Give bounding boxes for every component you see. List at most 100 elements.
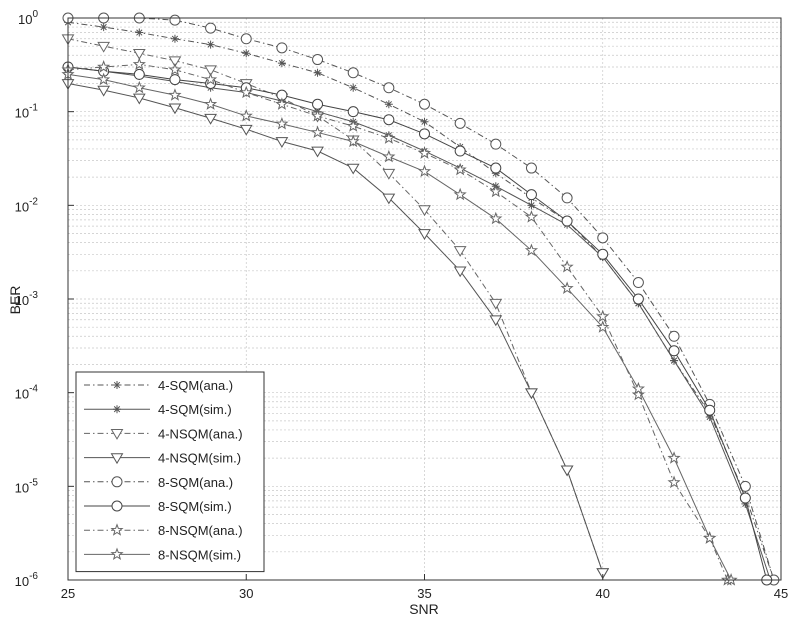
- data-point: [561, 215, 573, 227]
- data-point: [99, 23, 108, 32]
- legend-item: 8-NSQM(ana.): [84, 523, 243, 538]
- data-point: [631, 387, 645, 401]
- legend-marker: [110, 453, 124, 465]
- data-point: [703, 531, 717, 544]
- data-point: [489, 298, 503, 310]
- data-point: [168, 62, 182, 76]
- y-tick-label: 10-6: [15, 571, 39, 589]
- data-point: [239, 124, 253, 136]
- y-tick-label: 100: [18, 9, 38, 27]
- legend-item: 4-NSQM(ana.): [84, 426, 243, 441]
- data-point: [382, 131, 396, 144]
- data-point: [724, 573, 738, 586]
- data-point: [204, 72, 218, 86]
- legend-marker: [113, 405, 121, 414]
- data-point: [597, 232, 609, 244]
- data-point: [275, 137, 289, 149]
- data-point: [239, 85, 253, 99]
- data-point: [312, 98, 324, 110]
- legend-item: 4-NSQM(sim.): [84, 451, 241, 466]
- y-tick-label: 10-3: [15, 290, 39, 308]
- data-point: [419, 128, 430, 140]
- data-point: [313, 68, 322, 77]
- data-point: [276, 42, 288, 54]
- data-point: [170, 34, 179, 43]
- data-point: [311, 146, 324, 158]
- data-point: [631, 381, 645, 395]
- data-point: [168, 103, 182, 115]
- data-point: [132, 93, 146, 105]
- x-tick-label: 35: [417, 586, 431, 601]
- data-point: [704, 404, 716, 416]
- x-tick-label: 40: [596, 586, 610, 601]
- legend-box: [75, 371, 265, 573]
- data-point: [632, 277, 644, 289]
- data-point: [670, 356, 679, 365]
- data-point: [310, 125, 325, 139]
- data-point: [418, 229, 431, 241]
- data-point: [382, 168, 396, 180]
- data-point: [705, 412, 714, 421]
- data-point: [667, 475, 681, 489]
- legend-label: 4-SQM(ana.): [158, 378, 233, 393]
- data-point: [346, 163, 360, 175]
- x-tick-label: 25: [61, 586, 75, 601]
- data-point: [347, 67, 359, 79]
- data-point: [489, 211, 503, 225]
- series-8-nsqm-ana: [61, 57, 735, 586]
- legend-marker: [111, 476, 123, 488]
- data-point: [560, 465, 574, 477]
- data-point: [204, 113, 217, 125]
- series-line: [67, 73, 732, 581]
- data-point: [741, 499, 750, 508]
- data-point: [347, 106, 359, 118]
- data-point: [490, 162, 502, 174]
- legend-marker: [111, 500, 123, 512]
- series-4-nsqm-sim: [61, 79, 610, 580]
- data-point: [240, 33, 252, 45]
- data-point: [97, 41, 111, 53]
- data-point: [489, 184, 503, 198]
- series-line: [67, 63, 728, 581]
- legend-item: 8-NSQM(sim.): [84, 547, 241, 562]
- data-point: [489, 315, 503, 327]
- legend-marker: [110, 547, 124, 561]
- data-point: [417, 146, 432, 159]
- data-point: [205, 22, 217, 34]
- data-point: [524, 243, 539, 257]
- data-point: [560, 281, 574, 294]
- data-point: [453, 187, 467, 201]
- data-point: [632, 293, 644, 305]
- data-point: [454, 117, 466, 129]
- data-point: [133, 68, 145, 80]
- data-point: [525, 388, 538, 400]
- data-point: [419, 98, 430, 110]
- data-point: [312, 54, 324, 66]
- data-point: [310, 109, 325, 122]
- legend-label: 8-NSQM(ana.): [158, 523, 243, 538]
- y-axis-title: BER: [7, 286, 23, 315]
- data-point: [206, 40, 215, 49]
- legend-label: 8-SQM(sim.): [158, 499, 232, 514]
- data-point: [560, 259, 574, 273]
- legend-label: 4-SQM(sim.): [158, 402, 232, 417]
- legend-item: 4-SQM(sim.): [84, 402, 232, 417]
- data-point: [132, 48, 146, 60]
- legend-marker: [110, 429, 124, 440]
- ticks: 25 30 35 40 45 100 10-1 10-2 10-3 10-4 10-5 10-6: [15, 9, 789, 601]
- data-point: [453, 266, 467, 278]
- data-point: [417, 164, 432, 178]
- data-point: [382, 149, 396, 163]
- data-point: [97, 60, 111, 73]
- series-line: [67, 82, 604, 573]
- data-point: [561, 192, 573, 204]
- legend-item: 8-SQM(sim.): [84, 499, 232, 514]
- data-point: [453, 246, 467, 257]
- data-point: [596, 320, 610, 333]
- data-point: [97, 72, 111, 86]
- legend-label: 4-NSQM(sim.): [158, 451, 241, 466]
- legend-item: 4-SQM(ana.): [84, 378, 233, 393]
- data-point: [527, 201, 536, 210]
- y-tick-label: 10-5: [15, 477, 39, 495]
- data-point: [168, 56, 182, 68]
